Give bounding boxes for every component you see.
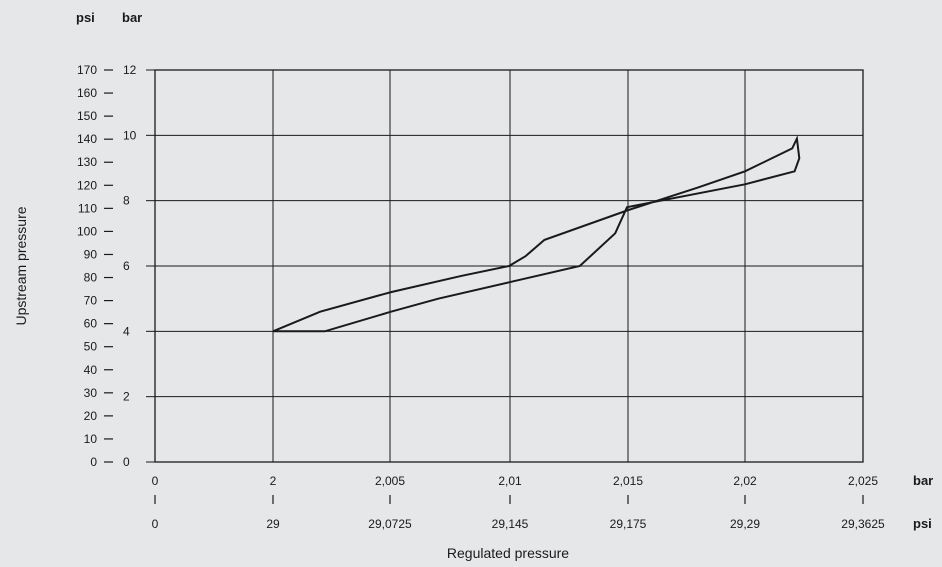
y-bar-tick-label: 2: [123, 390, 130, 404]
y-bar-tick-label: 6: [123, 259, 130, 273]
y-psi-tick-label: 20: [84, 409, 98, 423]
y-bar-tick-label: 0: [123, 455, 130, 469]
x-bar-tick-label: 2,005: [375, 474, 405, 488]
y-psi-tick-label: 40: [84, 363, 98, 377]
x-bar-tick-label: 2,015: [613, 474, 643, 488]
x-axis-title: Regulated pressure: [447, 545, 569, 561]
y-psi-tick-label: 60: [84, 317, 98, 331]
y-bar-tick-label: 8: [123, 194, 130, 208]
x-bar-tick-label: 0: [152, 474, 159, 488]
x-bar-tick-labels: 0 2 2,005 2,01 2,015 2,02 2,025: [152, 474, 878, 504]
y-psi-unit-label: psi: [76, 10, 95, 25]
y-bar-tick-labels: 0 2 4 6 8 10 12: [123, 63, 155, 469]
y-bar-tick-label: 4: [123, 324, 130, 338]
y-psi-tick-labels: 0 10 20 30 40 50 60 70 80 90 100 110 120 130 140 150 160…: [77, 63, 113, 469]
y-psi-tick-label: 160: [77, 86, 97, 100]
y-psi-tick-label: 100: [77, 224, 97, 238]
x-psi-tick-label: 29,29: [730, 517, 760, 531]
y-psi-tick-label: 10: [84, 432, 98, 446]
x-psi-tick-label: 29: [266, 517, 280, 531]
y-psi-tick-label: 80: [84, 271, 98, 285]
y-psi-tick-label: 30: [84, 386, 98, 400]
y-psi-tick-label: 140: [77, 132, 97, 146]
x-psi-unit-label: psi: [913, 516, 932, 531]
x-bar-tick-label: 2,01: [498, 474, 522, 488]
x-psi-tick-labels: 0 29 29,0725 29,145 29,175 29,29 29,3625: [152, 517, 885, 531]
y-psi-tick-label: 120: [77, 178, 97, 192]
y-psi-tick-label: 170: [77, 63, 97, 77]
y-bar-unit-label: bar: [122, 10, 142, 25]
y-psi-tick-label: 110: [78, 201, 97, 215]
x-psi-tick-label: 29,0725: [368, 517, 412, 531]
hysteresis-curve: [272, 135, 801, 333]
x-psi-tick-label: 29,3625: [841, 517, 885, 531]
x-psi-tick-label: 29,145: [492, 517, 529, 531]
y-psi-tick-label: 70: [84, 294, 98, 308]
x-bar-unit-label: bar: [913, 473, 933, 488]
x-psi-tick-label: 0: [152, 517, 159, 531]
y-psi-tick-label: 90: [84, 247, 98, 261]
y-bar-tick-label: 10: [123, 128, 137, 142]
y-axis-title: Upstream pressure: [13, 206, 29, 325]
x-bar-tick-label: 2,025: [848, 474, 878, 488]
x-bar-tick-label: 2,02: [733, 474, 757, 488]
x-psi-tick-label: 29,175: [610, 517, 647, 531]
y-psi-tick-label: 130: [77, 155, 97, 169]
x-bar-tick-label: 2: [270, 474, 277, 488]
y-psi-tick-label: 0: [90, 455, 97, 469]
y-psi-tick-label: 150: [77, 109, 97, 123]
y-bar-tick-label: 12: [123, 63, 137, 77]
y-psi-tick-label: 50: [84, 340, 98, 354]
